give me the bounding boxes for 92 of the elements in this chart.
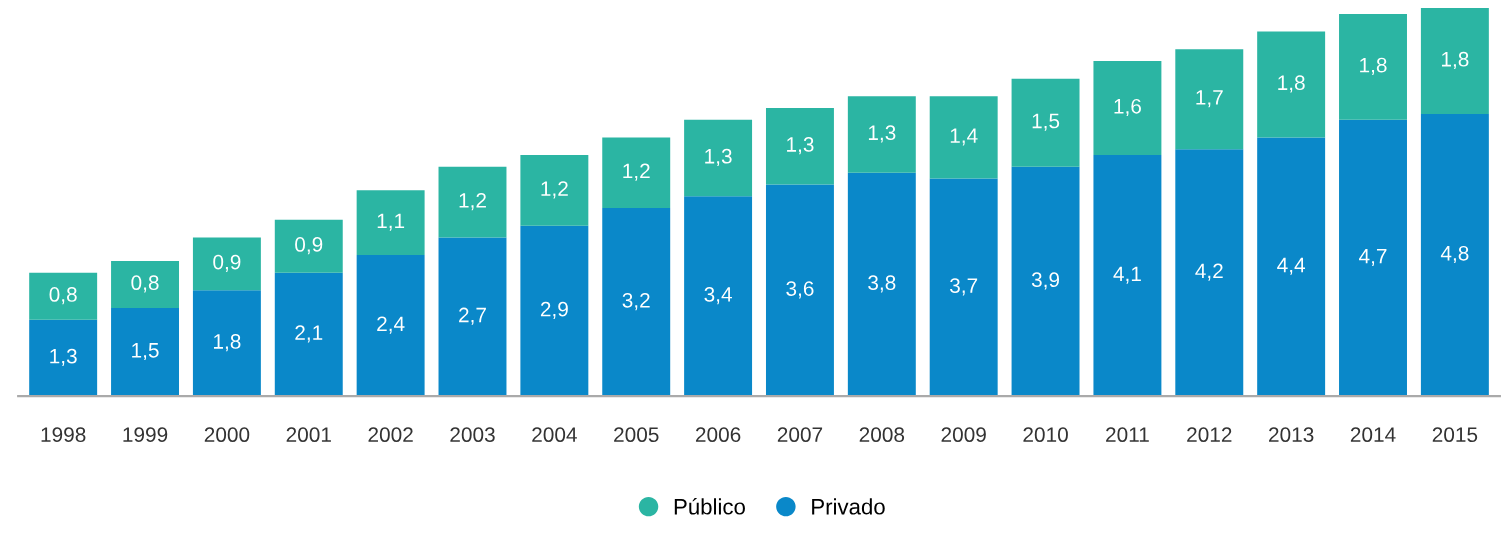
x-tick-label: 2007 xyxy=(777,427,823,443)
bar xyxy=(929,96,998,179)
bar xyxy=(111,307,180,397)
data-label: 1,6 xyxy=(1114,98,1141,117)
bar xyxy=(29,319,98,397)
bar xyxy=(356,255,425,397)
data-label: 0,9 xyxy=(295,237,323,255)
data-label: 1,7 xyxy=(1196,90,1223,108)
data-label: 2,1 xyxy=(295,325,323,343)
data-label: 1,3 xyxy=(868,125,896,143)
bar xyxy=(111,260,180,308)
data-label: 1,4 xyxy=(950,128,978,146)
bar xyxy=(438,166,507,238)
bar xyxy=(520,225,589,397)
bar xyxy=(274,272,343,397)
data-label: 1,5 xyxy=(132,343,159,361)
x-tick-label: 2003 xyxy=(450,427,495,443)
data-label: 1,1 xyxy=(377,213,405,231)
data-label: 0,8 xyxy=(49,287,77,305)
bar xyxy=(356,190,425,256)
bar xyxy=(929,178,998,397)
x-tick-label: 2000 xyxy=(204,427,250,443)
bar xyxy=(192,237,261,291)
x-tick-label: 2012 xyxy=(1187,427,1232,443)
data-label: 1,8 xyxy=(1360,57,1387,75)
bar xyxy=(1339,119,1407,397)
x-tick-label: 2001 xyxy=(286,427,331,443)
bar xyxy=(1257,31,1326,138)
legend-label: Privado xyxy=(812,498,885,515)
data-label: 3,4 xyxy=(704,287,732,305)
bar xyxy=(1420,8,1489,114)
data-label: 3,8 xyxy=(868,275,896,293)
bar xyxy=(1175,49,1244,150)
x-tick-label: 1999 xyxy=(123,427,168,443)
data-label: 4,8 xyxy=(1440,245,1469,264)
bar xyxy=(765,108,834,185)
bar xyxy=(1011,78,1080,167)
bar xyxy=(1339,13,1407,120)
data-label: 1,3 xyxy=(787,137,814,155)
x-tick-label: 2013 xyxy=(1269,427,1314,443)
bar xyxy=(1093,61,1162,156)
x-tick-label: 2002 xyxy=(368,427,413,443)
x-tick-label: 2005 xyxy=(614,427,659,443)
data-label: 4,2 xyxy=(1195,263,1223,281)
data-label: 3,9 xyxy=(1031,272,1060,290)
x-tick-label: 2009 xyxy=(941,427,986,443)
bar xyxy=(1420,113,1489,397)
bar xyxy=(847,96,916,173)
bar xyxy=(274,219,343,273)
x-tick-label: 2014 xyxy=(1350,427,1396,443)
bar xyxy=(765,184,834,397)
data-label: 4,7 xyxy=(1359,249,1387,267)
data-label: 1,8 xyxy=(1441,51,1469,70)
legend-label: Público xyxy=(674,498,745,515)
data-label: 3,2 xyxy=(622,292,650,311)
bar xyxy=(602,137,671,209)
data-label: 1,8 xyxy=(214,334,241,352)
x-tick-label: 2011 xyxy=(1106,427,1149,443)
bar xyxy=(1175,149,1244,397)
data-label: 1,2 xyxy=(459,192,486,211)
data-label: 1,3 xyxy=(705,148,732,167)
data-label: 2,9 xyxy=(540,301,568,319)
bar xyxy=(602,208,671,397)
bar xyxy=(1093,155,1162,397)
bar xyxy=(520,155,589,226)
data-label: 1,3 xyxy=(50,348,77,366)
x-tick-label: 2008 xyxy=(859,427,905,443)
data-label: 1,2 xyxy=(541,181,568,199)
x-tick-label: 2006 xyxy=(695,427,741,443)
data-label: 1,8 xyxy=(1278,75,1305,93)
bar xyxy=(438,237,507,397)
bar xyxy=(684,119,753,197)
data-label: 1,5 xyxy=(1032,113,1060,131)
data-label: 4,1 xyxy=(1113,266,1141,284)
data-label: 0,9 xyxy=(213,254,241,272)
data-label: 3,6 xyxy=(786,281,814,299)
bar xyxy=(684,196,753,397)
data-label: 3,7 xyxy=(950,278,978,296)
x-tick-label: 2015 xyxy=(1432,427,1478,443)
bar xyxy=(29,272,98,320)
x-tick-label: 1998 xyxy=(41,427,86,443)
data-label: 2,7 xyxy=(459,307,486,325)
data-label: 2,4 xyxy=(377,316,405,334)
bar xyxy=(192,290,261,397)
data-label: 4,4 xyxy=(1277,257,1306,275)
x-tick-label: 2010 xyxy=(1023,427,1068,443)
x-tick-label: 2004 xyxy=(532,427,577,443)
bar xyxy=(1011,166,1080,397)
data-label: 1,2 xyxy=(623,163,650,181)
bar xyxy=(1257,137,1326,397)
data-label: 0,8 xyxy=(131,275,159,293)
bar xyxy=(847,172,916,397)
